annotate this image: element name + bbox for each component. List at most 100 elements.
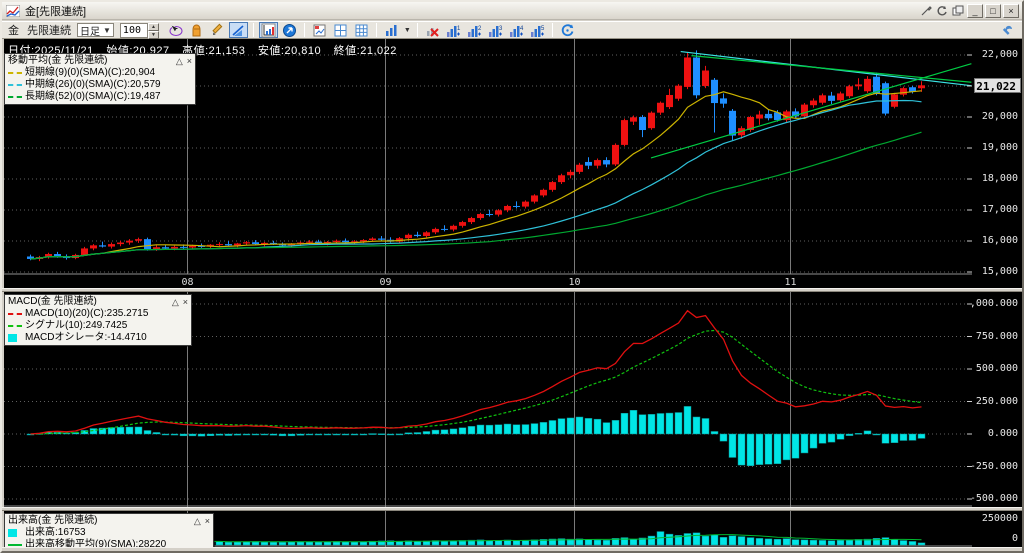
titlebar[interactable]: 金[先限連続] _ □ × — [2, 2, 1022, 20]
select-tool-icon[interactable] — [166, 22, 185, 38]
pencil-tool-icon[interactable] — [208, 22, 227, 38]
sma-mid-label: 中期線(26)(0)(SMA)(C):20,579 — [25, 79, 161, 90]
price-axis[interactable]: 22,000 20,000 19,000 18,000 17,000 16,000 15,0… — [972, 39, 1022, 288]
svg-text:5: 5 — [541, 26, 545, 32]
panel-separator[interactable] — [2, 507, 1022, 511]
grid-3x3-icon[interactable] — [352, 22, 371, 38]
window-bottom-frame — [2, 547, 1022, 551]
macd-axis-label: 750.000 — [975, 330, 1018, 342]
indicator-panel-3-icon[interactable]: 3 — [486, 22, 505, 38]
volume-ma-swatch — [8, 544, 22, 546]
spin-down-icon[interactable]: ▼ — [147, 30, 159, 39]
collapse-icon[interactable]: △ — [193, 516, 201, 526]
bar-count-input[interactable] — [119, 22, 148, 38]
price-chart-plot[interactable]: 08 09 10 11 — [4, 39, 972, 288]
price-axis-label: 16,000 — [981, 235, 1018, 246]
indicator-panel-2-icon[interactable]: 2 — [465, 22, 484, 38]
volume-axis-label: 0 — [1011, 533, 1018, 544]
volume-ma-label: 出来高移動平均(9)(SMA):28220 — [25, 539, 167, 550]
macd-line-swatch — [8, 313, 22, 315]
collapse-icon[interactable]: △ — [175, 56, 183, 66]
attach-icon[interactable] — [918, 4, 933, 18]
chevron-down-icon: ▼ — [103, 25, 111, 35]
pan-tool-icon[interactable] — [187, 22, 206, 38]
maximize-button[interactable]: □ — [985, 3, 1001, 18]
ma-legend: 移動平均(金 先限連続) △ × 短期線(9)(0)(SMA)(C):20,90… — [4, 53, 196, 105]
indicator-panel-5-icon[interactable]: 5 — [528, 22, 547, 38]
volume-legend-title: 出来高(金 先限連続) — [8, 515, 98, 526]
axis-scale-tool-icon[interactable] — [258, 22, 278, 38]
price-axis-label: 20,000 — [981, 111, 1018, 122]
macd-axis-label: 500.000 — [975, 363, 1018, 374]
svg-text:09: 09 — [379, 277, 391, 288]
new-chart-icon[interactable] — [310, 22, 329, 38]
sma-short-swatch — [8, 72, 22, 74]
refresh-icon[interactable] — [558, 22, 577, 38]
toolbar-separator — [375, 23, 377, 37]
svg-text:3: 3 — [499, 26, 503, 32]
sma-long-swatch — [8, 96, 22, 98]
close-icon[interactable]: × — [186, 56, 192, 66]
indicator-panel-1-icon[interactable]: 1 — [444, 22, 463, 38]
minimize-button[interactable]: _ — [967, 3, 983, 18]
svg-text:11: 11 — [784, 277, 796, 288]
close-icon[interactable]: × — [182, 297, 188, 307]
price-axis-label: 15,000 — [981, 266, 1018, 277]
remove-indicator-icon[interactable] — [423, 22, 442, 38]
price-axis-label: 19,000 — [981, 142, 1018, 153]
period-value: 日足 — [80, 26, 100, 38]
macd-line-label: MACD(10)(20)(C):235.2715 — [25, 308, 149, 319]
contract-label: 先限連続 — [27, 25, 71, 37]
layout-restore-icon[interactable] — [934, 4, 949, 18]
toolbar-separator — [551, 23, 553, 37]
volume-legend: 出来高(金 先限連続) △ × 出来高:16753 出来高移動平均(9)(SMA… — [4, 513, 214, 551]
macd-axis[interactable]: 1,000.000 750.000 500.000 250.000 0.000 -250.… — [972, 292, 1022, 507]
toolbar-separator — [416, 23, 418, 37]
collapse-icon[interactable]: △ — [171, 297, 179, 307]
indicator-panel-4-icon[interactable]: 4 — [507, 22, 526, 38]
grid-2x2-icon[interactable] — [331, 22, 350, 38]
toolbar-separator — [303, 23, 305, 37]
svg-text:2: 2 — [478, 26, 482, 32]
current-price-tag: 21,022 — [974, 78, 1021, 94]
volume-axis-label: 250000 — [981, 513, 1018, 524]
close-button[interactable]: × — [1003, 3, 1019, 18]
period-select[interactable]: 日足 ▼ — [77, 23, 114, 38]
bar-count-stepper: ▲ ▼ — [119, 22, 159, 39]
macd-osc-label: MACDオシレータ:-14.4710 — [25, 332, 147, 343]
ma-legend-title: 移動平均(金 先限連続) — [8, 55, 108, 66]
chevron-down-icon[interactable]: ▼ — [403, 26, 411, 34]
macd-signal-label: シグナル(10):249.7425 — [25, 320, 128, 331]
macd-chart-plot[interactable] — [4, 292, 972, 507]
svg-text:08: 08 — [181, 277, 193, 288]
volume-axis[interactable]: 250000 0 — [972, 511, 1022, 547]
volume-swatch — [8, 529, 17, 537]
zoom-tool-icon[interactable] — [280, 22, 299, 38]
svg-text:1: 1 — [457, 26, 461, 32]
macd-axis-label: 250.000 — [975, 395, 1018, 407]
macd-signal-swatch — [8, 325, 22, 327]
macd-legend: MACD(金 先限連続) △ × MACD(10)(20)(C):235.271… — [4, 294, 192, 346]
panel-separator[interactable] — [2, 288, 1022, 292]
indicator-menu-icon[interactable] — [382, 22, 401, 38]
svg-text:4: 4 — [520, 26, 524, 32]
macd-axis-label: -500.000 — [972, 493, 1018, 504]
window-title: 金[先限連続] — [25, 5, 87, 18]
chart-window-icon — [5, 4, 21, 18]
sma-short-label: 短期線(9)(0)(SMA)(C):20,904 — [25, 67, 156, 78]
sma-long-label: 長期線(52)(0)(SMA)(C):19,487 — [25, 91, 161, 102]
price-axis-label: 17,000 — [981, 204, 1018, 215]
macd-osc-swatch — [8, 334, 17, 342]
settings-wrench-icon[interactable] — [998, 22, 1017, 38]
symbol-label: 金 — [8, 25, 19, 37]
toolbar: 金 先限連続 日足 ▼ ▲ ▼ ▼ 1 2 3 4 5 — [2, 21, 1022, 39]
macd-axis-label: -250.000 — [972, 460, 1018, 472]
spin-up-icon[interactable]: ▲ — [147, 22, 159, 31]
price-axis-label: 18,000 — [981, 173, 1018, 184]
close-icon[interactable]: × — [204, 516, 210, 526]
macd-axis-label: 1,000.000 — [972, 298, 1018, 309]
duplicate-window-icon[interactable] — [950, 4, 965, 18]
macd-axis-label: 0.000 — [987, 428, 1018, 439]
trendline-tool-icon[interactable] — [228, 22, 248, 38]
